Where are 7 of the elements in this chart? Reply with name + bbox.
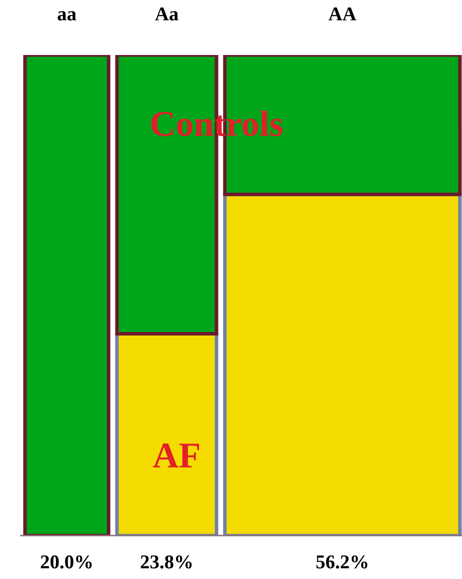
x-tick-label: Aa bbox=[155, 7, 178, 20]
text: 20.0% bbox=[40, 555, 92, 569]
series-label: AF bbox=[152, 444, 200, 468]
x-tick-label: aa bbox=[58, 11, 76, 20]
x-tick-label: AA bbox=[328, 7, 356, 20]
text: 56.2% bbox=[316, 555, 368, 569]
text: 23.8% bbox=[140, 555, 192, 569]
